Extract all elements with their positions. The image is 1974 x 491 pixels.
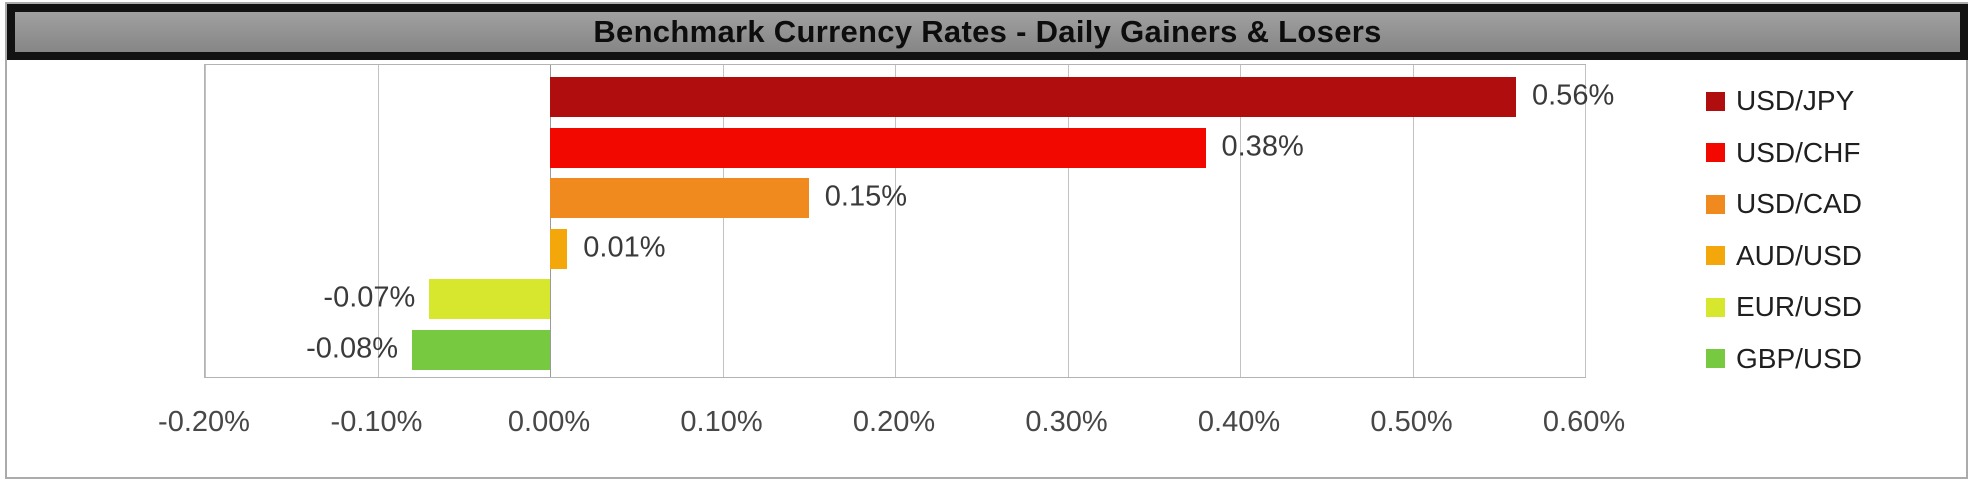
legend-label-aud-usd: AUD/USD (1736, 239, 1863, 271)
gridline (205, 65, 206, 377)
x-tick-0-00-: 0.00% (507, 406, 591, 438)
legend-item-eur-usd: EUR/USD (1706, 291, 1862, 323)
x-tick-0-50-: 0.50% (1370, 406, 1453, 438)
x-tick-0-60-: 0.60% (1542, 406, 1626, 438)
value-label-aud-usd: 0.01% (583, 231, 666, 263)
bar-usd-jpy (550, 77, 1516, 117)
legend-item-gbp-usd: GBP/USD (1706, 343, 1862, 375)
zero-axis-line (550, 65, 551, 377)
gridline (895, 65, 896, 377)
legend-item-usd-jpy: USD/JPY (1706, 85, 1854, 117)
gridline (1412, 65, 1414, 377)
legend-swatch-usd-chf (1706, 143, 1725, 162)
chart-title: Benchmark Currency Rates - Daily Gainers… (593, 14, 1382, 49)
gridline (722, 65, 724, 377)
legend-swatch-gbp-usd (1706, 349, 1725, 368)
legend-item-usd-chf: USD/CHF (1706, 137, 1860, 169)
x-tick--0-10-: -0.10% (330, 406, 423, 438)
x-tick--0-20-: -0.20% (158, 406, 250, 438)
gridline (1585, 65, 1586, 377)
bar-usd-cad (550, 178, 809, 218)
plot-area (204, 64, 1586, 378)
legend-item-aud-usd: AUD/USD (1706, 240, 1862, 272)
bar-eur-usd (429, 279, 551, 319)
value-label-eur-usd: -0.07% (323, 281, 416, 314)
value-label-gbp-usd: -0.08% (306, 332, 398, 364)
x-tick-0-30-: 0.30% (1025, 406, 1108, 438)
x-tick-0-40-: 0.40% (1197, 406, 1281, 438)
legend-swatch-eur-usd (1706, 297, 1725, 317)
bar-gbp-usd (412, 329, 550, 370)
legend-label-usd-chf: USD/CHF (1736, 136, 1861, 168)
legend-label-gbp-usd: GBP/USD (1736, 342, 1863, 374)
value-label-usd-jpy: 0.56% (1532, 79, 1615, 112)
gridline (377, 65, 379, 377)
gridline (1240, 65, 1241, 377)
legend-swatch-usd-jpy (1706, 91, 1725, 111)
x-tick-0-10-: 0.10% (680, 406, 763, 438)
legend-label-usd-cad: USD/CAD (1736, 188, 1863, 219)
legend-item-usd-cad: USD/CAD (1706, 188, 1862, 220)
legend-label-usd-jpy: USD/JPY (1736, 85, 1855, 116)
value-label-usd-cad: 0.15% (824, 180, 908, 213)
bar-usd-chf (550, 127, 1206, 168)
bar-aud-usd (550, 228, 568, 269)
legend-label-eur-usd: EUR/USD (1736, 291, 1863, 322)
legend-swatch-usd-cad (1706, 194, 1725, 214)
legend: USD/JPY USD/CHF USD/CAD AUD/USD EUR/USD GBP/U… (1706, 0, 1966, 491)
chart-title-bar: Benchmark Currency Rates - Daily Gainers… (7, 4, 1968, 60)
value-label-usd-chf: 0.38% (1221, 130, 1304, 162)
x-tick-0-20-: 0.20% (852, 406, 936, 438)
gridline (1067, 65, 1069, 377)
legend-swatch-aud-usd (1706, 246, 1725, 265)
